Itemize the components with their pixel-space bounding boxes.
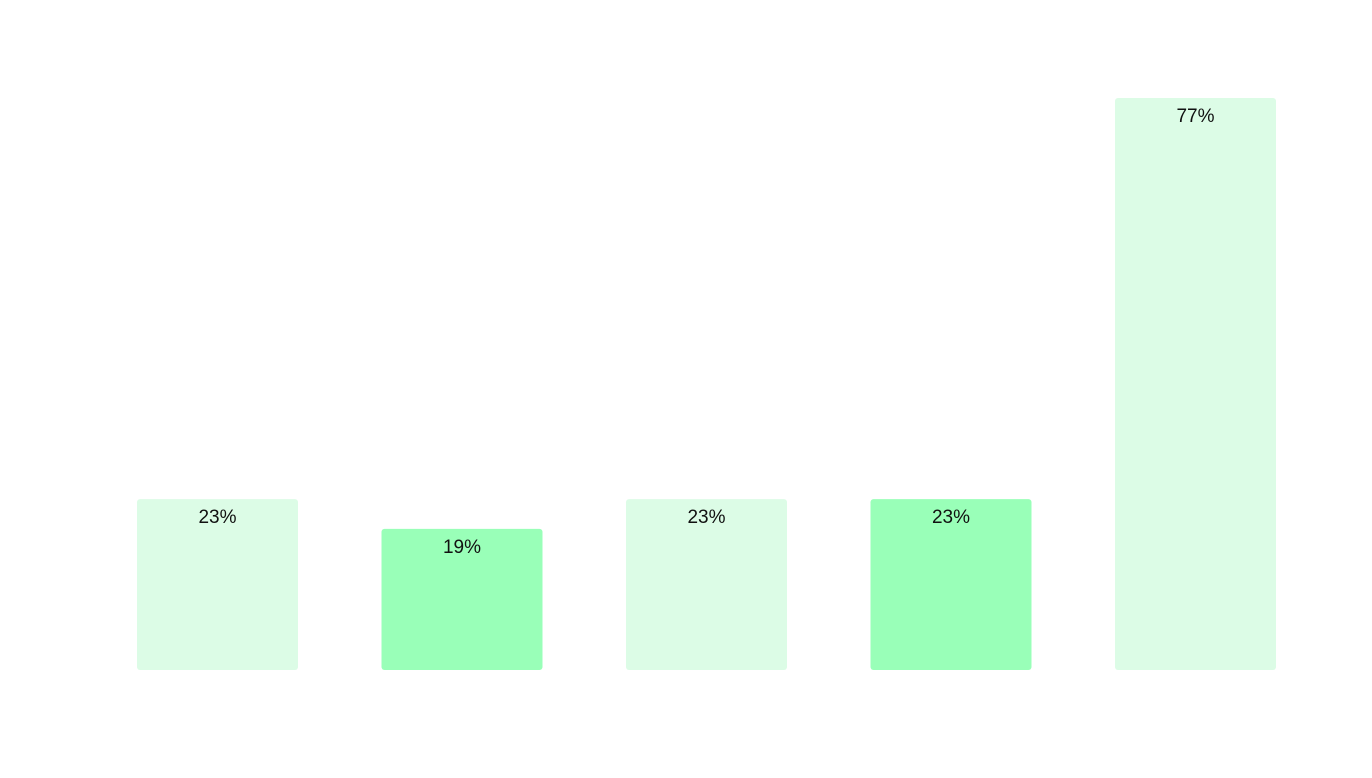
bar-value-label-1: 23%	[198, 507, 236, 528]
bar-4	[870, 499, 1032, 670]
bar-value-label-3: 23%	[687, 507, 725, 528]
bar-value-label-4: 23%	[932, 507, 970, 528]
bar-3	[626, 499, 787, 670]
bar-2	[381, 528, 543, 670]
bar-5	[1115, 98, 1276, 670]
bar-1	[137, 499, 298, 670]
bar-value-label-5: 77%	[1176, 106, 1214, 127]
bar-value-label-2: 19%	[443, 537, 481, 558]
